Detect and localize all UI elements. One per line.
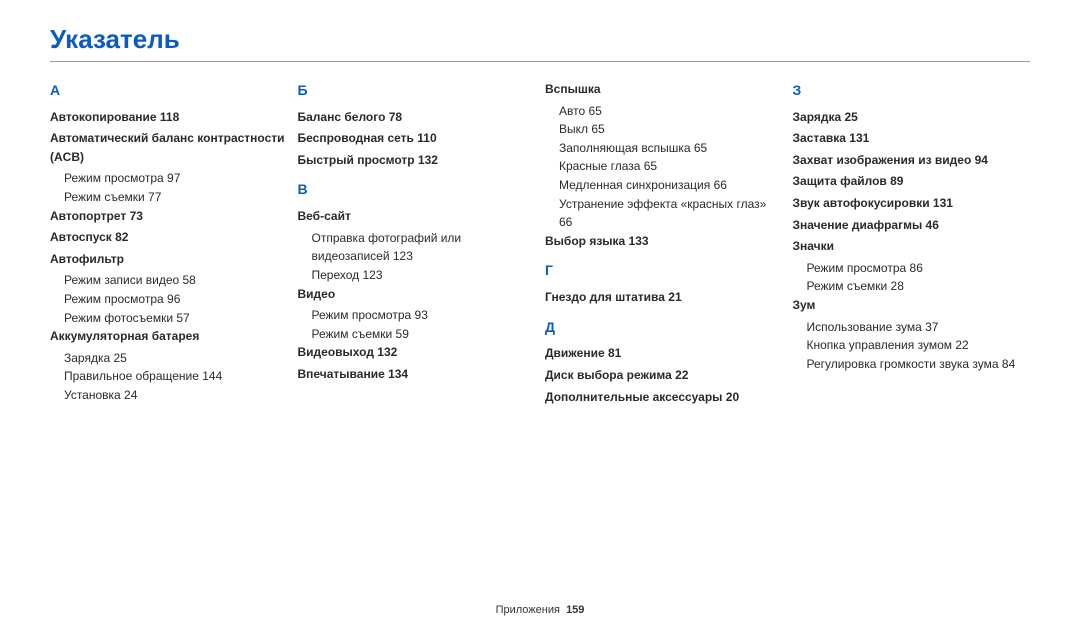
index-subentry: Кнопка управления зумом 22 xyxy=(807,336,1031,355)
index-entry: Зарядка 25 xyxy=(793,108,1031,127)
index-entry: Автофильтр xyxy=(50,250,288,269)
index-subentry: Заполняющая вспышка 65 xyxy=(559,139,783,158)
index-entry: Видеовыход 132 xyxy=(298,343,536,362)
index-subentry: Режим просмотра 93 xyxy=(312,306,536,325)
index-subentry: Режим съемки 77 xyxy=(64,188,288,207)
page-title: Указатель xyxy=(50,24,1030,55)
index-entry: Гнездо для штатива 21 xyxy=(545,288,783,307)
index-subentry: Авто 65 xyxy=(559,102,783,121)
index-entry: Дополнительные аксессуары 20 xyxy=(545,388,783,407)
index-entry: Заставка 131 xyxy=(793,129,1031,148)
index-entry: Выбор языка 133 xyxy=(545,232,783,251)
index-entry: Автокопирование 118 xyxy=(50,108,288,127)
index-subentry: Правильное обращение 144 xyxy=(64,367,288,386)
index-subentry: Регулировка громкости звука зума 84 xyxy=(807,355,1031,374)
footer-section: Приложения xyxy=(496,604,560,616)
index-entry: Автопортрет 73 xyxy=(50,207,288,226)
index-columns: А Автокопирование 118 Автоматический балан… xyxy=(50,80,1030,409)
index-subentry: Выкл 65 xyxy=(559,120,783,139)
index-entry: Аккумуляторная батарея xyxy=(50,327,288,346)
index-entry: Значки xyxy=(793,237,1031,256)
index-entry: Зум xyxy=(793,296,1031,315)
index-subentry: Режим съемки 28 xyxy=(807,277,1031,296)
index-subentry: Переход 123 xyxy=(312,266,536,285)
index-col-1: Б Баланс белого 78 Беспроводная сеть 110 Бы… xyxy=(298,80,536,409)
footer-page-number: 159 xyxy=(566,604,584,616)
index-entry: Автоспуск 82 xyxy=(50,228,288,247)
index-entry: Беспроводная сеть 110 xyxy=(298,129,536,148)
index-entry: Автоматический баланс контрастности (ACB… xyxy=(50,129,288,166)
index-entry: Движение 81 xyxy=(545,344,783,363)
index-letter: Б xyxy=(298,80,536,102)
index-col-2: Вспышка Авто 65Выкл 65Заполняющая вспышка… xyxy=(545,80,783,409)
index-letter: Г xyxy=(545,260,783,282)
index-subentry: Медленная синхронизация 66 xyxy=(559,176,783,195)
index-letter: А xyxy=(50,80,288,102)
index-entry: Быстрый просмотр 132 xyxy=(298,151,536,170)
index-letter: З xyxy=(793,80,1031,102)
index-entry: Баланс белого 78 xyxy=(298,108,536,127)
index-subentry: Режим съемки 59 xyxy=(312,325,536,344)
index-letter: Д xyxy=(545,317,783,339)
index-entry: Защита файлов 89 xyxy=(793,172,1031,191)
index-entry: Захват изображения из видео 94 xyxy=(793,151,1031,170)
index-col-0: А Автокопирование 118 Автоматический балан… xyxy=(50,80,288,409)
index-subentry: Красные глаза 65 xyxy=(559,157,783,176)
index-subentry: Режим просмотра 86 xyxy=(807,259,1031,278)
index-subentry: Режим просмотра 96 xyxy=(64,290,288,309)
index-entry: Звук автофокусировки 131 xyxy=(793,194,1031,213)
index-entry: Значение диафрагмы 46 xyxy=(793,216,1031,235)
index-entry: Впечатывание 134 xyxy=(298,365,536,384)
index-subentry: Режим просмотра 97 xyxy=(64,169,288,188)
index-subentry: Режим записи видео 58 xyxy=(64,271,288,290)
index-letter: В xyxy=(298,179,536,201)
page: Указатель А Автокопирование 118 Автоматиче… xyxy=(0,0,1080,630)
index-entry: Вспышка xyxy=(545,80,783,99)
index-entry: Диск выбора режима 22 xyxy=(545,366,783,385)
index-subentry: Зарядка 25 xyxy=(64,349,288,368)
index-subentry: Устранение эффекта «красных глаз» 66 xyxy=(559,195,783,232)
index-subentry: Режим фотосъемки 57 xyxy=(64,309,288,328)
index-col-3: З Зарядка 25 Заставка 131 Захват изображени… xyxy=(793,80,1031,409)
index-subentry: Использование зума 37 xyxy=(807,318,1031,337)
index-subentry: Отправка фотографий или видеозаписей 123 xyxy=(312,229,536,266)
index-subentry: Установка 24 xyxy=(64,386,288,405)
index-entry: Видео xyxy=(298,285,536,304)
page-footer: Приложения 159 xyxy=(0,604,1080,616)
index-entry: Веб-сайт xyxy=(298,207,536,226)
title-rule xyxy=(50,61,1030,62)
